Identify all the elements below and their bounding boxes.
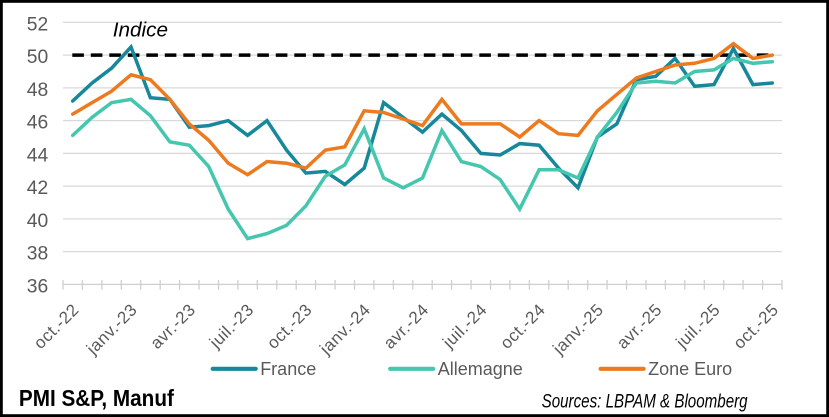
svg-text:52: 52 [27, 14, 48, 35]
svg-text:46: 46 [27, 113, 48, 134]
svg-text:Allemagne: Allemagne [438, 359, 523, 379]
svg-text:PMI S&P, Manuf: PMI S&P, Manuf [19, 385, 174, 411]
svg-text:44: 44 [27, 145, 49, 166]
svg-text:40: 40 [27, 211, 48, 232]
svg-text:France: France [260, 359, 316, 379]
svg-text:50: 50 [27, 47, 48, 68]
svg-text:38: 38 [27, 244, 48, 265]
svg-text:42: 42 [27, 178, 48, 199]
svg-text:Indice: Indice [113, 19, 168, 42]
svg-text:Sources: LBPAM & Bloomberg: Sources: LBPAM & Bloomberg [542, 391, 748, 412]
svg-text:Zone Euro: Zone Euro [648, 359, 732, 379]
svg-text:36: 36 [27, 276, 48, 297]
svg-text:48: 48 [27, 80, 48, 101]
